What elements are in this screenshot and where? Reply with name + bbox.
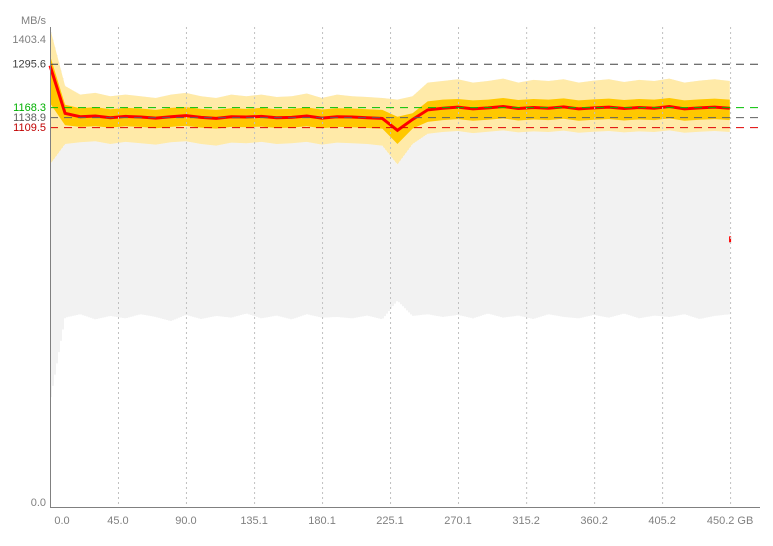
reference-lines [50,63,760,129]
end-point-mark [729,236,732,243]
x-tick-label: 180.1 [308,515,336,527]
x-tick-label: 0.0 [54,515,69,527]
x-tick-label: 315.2 [512,515,540,527]
y-tick-label: 0.0 [31,497,46,509]
plot-area [48,28,732,398]
x-tick-label: 405.2 [648,515,676,527]
y-tick-label: 1403.4 [12,34,46,46]
x-tick-label: 270.1 [444,515,472,527]
x-tick-label: 135.1 [240,515,268,527]
x-tick-label: 45.0 [107,515,128,527]
x-tick-label: 225.1 [376,515,404,527]
y-tick-label: 1138.9 [13,112,46,124]
y-tick-label: 1168.3 [13,102,46,114]
y-axis-unit: MB/s [21,15,47,27]
x-tick-label: 360.2 [580,515,608,527]
y-tick-label: 1295.6 [12,59,46,71]
outer-band [50,28,730,165]
x-tick-labels: 0.0 45.0 90.0 135.1 180.1 225.1 270.1 315.2 360.… [54,515,753,527]
x-tick-label: 450.2 GB [707,515,753,527]
inner-band [50,55,730,144]
x-tick-label: 90.0 [175,515,196,527]
y-tick-label: 1109.5 [13,122,46,134]
